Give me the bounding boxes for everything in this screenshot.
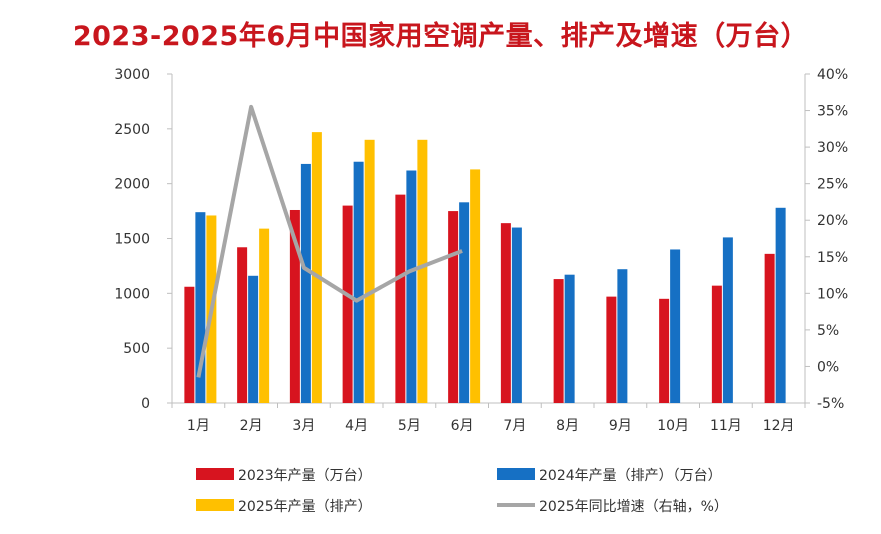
axes-group: 0 500 1000 1500 2000 2500 3000 -5% 0% 5% 10% 15% 20%… — [114, 67, 848, 434]
bar-1-4月 — [342, 205, 353, 403]
y-right-tick-label: 0% — [817, 359, 839, 375]
bar-1-5月 — [395, 194, 406, 403]
y-left-tick-label: 1500 — [114, 232, 150, 248]
x-tick-label: 9月 — [609, 418, 632, 434]
legend-label-4: 2025年同比增速（右轴，%） — [539, 499, 728, 515]
y-right-tick-label: 30% — [817, 140, 848, 156]
bar-1-9月 — [606, 296, 617, 403]
y-right-tick-label: 25% — [817, 177, 848, 193]
legend-label-1: 2023年产量（万台） — [238, 468, 372, 484]
bar-2-7月 — [511, 227, 522, 403]
bar-2-11月 — [722, 237, 733, 403]
bar-1-7月 — [500, 223, 511, 403]
bar-3-2月 — [259, 228, 270, 403]
legend-swatch-2 — [497, 468, 535, 480]
x-tick-label: 2月 — [240, 418, 263, 434]
x-tick-label: 1月 — [187, 418, 210, 434]
y-right-tick-label: 5% — [817, 323, 839, 339]
bars-group — [184, 132, 786, 404]
bar-1-11月 — [711, 285, 722, 403]
y-right-tick-label: 40% — [817, 67, 848, 83]
bar-1-3月 — [289, 209, 300, 403]
x-tick-label: 7月 — [503, 418, 526, 434]
bar-2-9月 — [617, 269, 628, 403]
bar-3-6月 — [470, 169, 481, 403]
bar-2-1月 — [195, 212, 206, 403]
x-tick-label: 8月 — [556, 418, 579, 434]
bar-2-8月 — [564, 274, 575, 403]
y-right-tick-label: 10% — [817, 286, 848, 302]
bar-3-5月 — [417, 139, 428, 404]
legend-group: 2023年产量（万台） 2024年产量（排产）（万台） 2025年产量（排产） 202… — [196, 468, 728, 515]
legend-label-2: 2024年产量（排产）（万台） — [539, 468, 722, 484]
bar-1-10月 — [659, 298, 670, 403]
x-tick-label: 5月 — [398, 418, 421, 434]
y-left-tick-label: 0 — [141, 396, 150, 412]
chart-title: 2023-2025年6月中国家用空调产量、排产及增速（万台） — [72, 21, 809, 52]
y-right-tick-label: 35% — [817, 104, 848, 120]
bar-1-1月 — [184, 286, 195, 403]
legend-label-3: 2025年产量（排产） — [238, 499, 372, 515]
x-tick-label: 4月 — [345, 418, 368, 434]
bar-2-6月 — [459, 202, 470, 403]
bar-2-3月 — [300, 163, 311, 403]
y-left-tick-label: 2500 — [114, 122, 150, 138]
bar-2-2月 — [248, 275, 259, 403]
y-left-tick-label: 1000 — [114, 286, 150, 302]
bar-3-3月 — [311, 132, 322, 403]
bar-1-12月 — [764, 253, 775, 403]
legend-swatch-3 — [196, 499, 234, 511]
bar-1-8月 — [553, 279, 564, 403]
bar-1-2月 — [237, 247, 248, 403]
x-tick-label: 12月 — [763, 418, 795, 434]
line-group — [196, 104, 463, 378]
growth-rate-line — [196, 104, 463, 378]
y-right-tick-label: -5% — [817, 396, 844, 412]
y-left-tick-label: 500 — [123, 341, 150, 357]
y-right-tick-label: 20% — [817, 213, 848, 229]
bar-2-4月 — [353, 161, 364, 403]
legend-swatch-1 — [196, 468, 234, 480]
y-right-tick-label: 15% — [817, 250, 848, 266]
bar-2-12月 — [775, 207, 786, 403]
x-tick-label: 11月 — [710, 418, 742, 434]
bar-1-6月 — [448, 211, 459, 403]
y-left-tick-label: 3000 — [114, 67, 150, 83]
bar-2-5月 — [406, 170, 417, 403]
x-tick-label: 6月 — [451, 418, 474, 434]
bar-2-10月 — [670, 249, 681, 403]
bar-3-4月 — [364, 139, 375, 404]
x-tick-label: 3月 — [292, 418, 315, 434]
x-tick-label: 10月 — [657, 418, 689, 434]
y-left-tick-label: 2000 — [114, 177, 150, 193]
